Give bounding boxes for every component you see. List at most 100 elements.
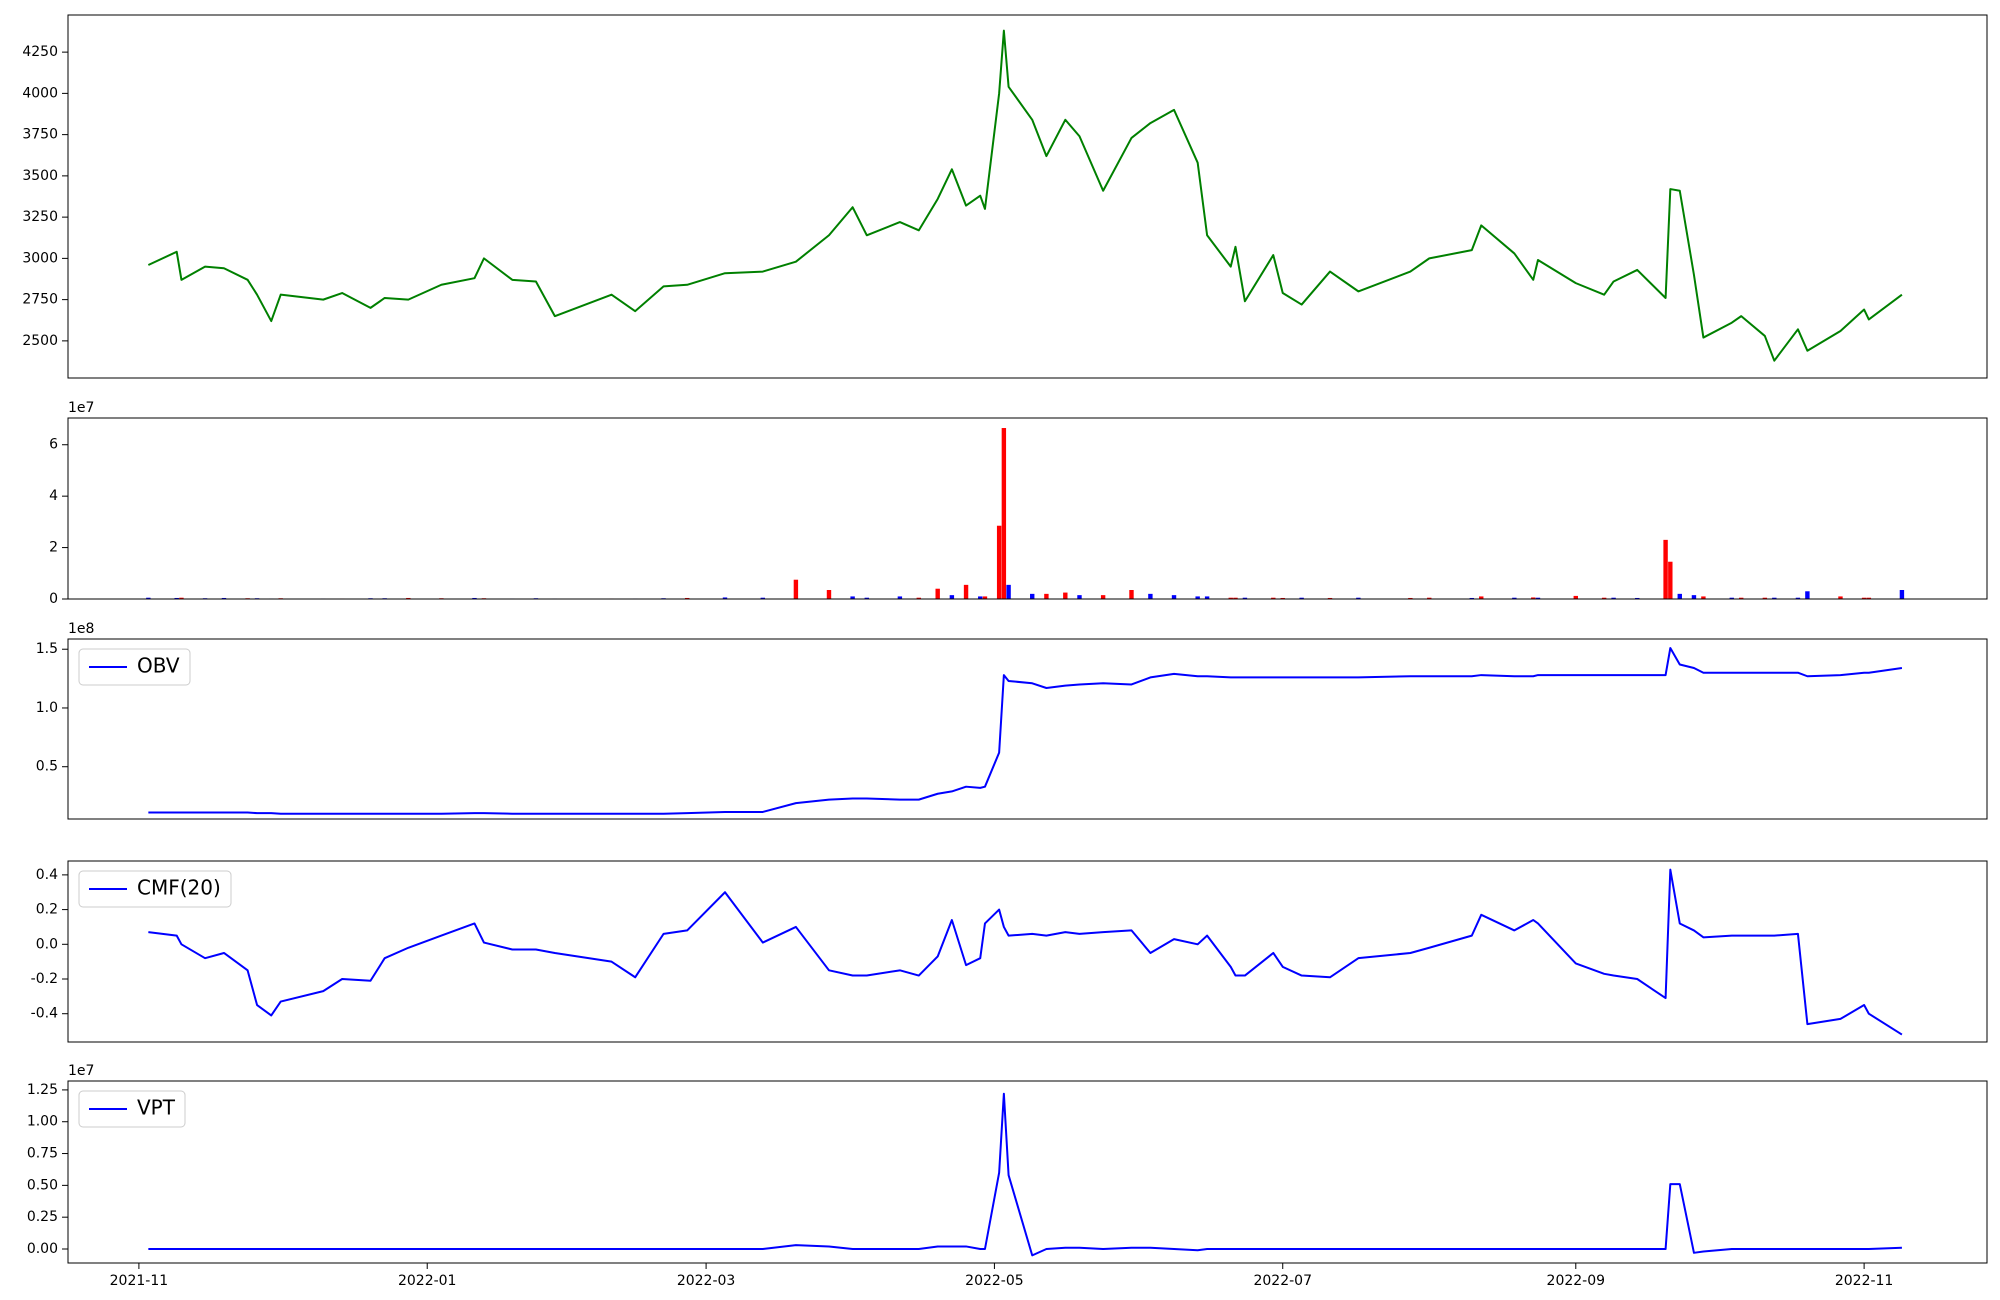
bar <box>949 595 955 599</box>
bar <box>916 597 921 599</box>
bar <box>1691 595 1697 599</box>
y-tick-label: 0.0 <box>36 936 58 952</box>
bar <box>1280 597 1285 599</box>
y-tick-label: -0.4 <box>31 1006 58 1022</box>
x-tick-label: 2022-11 <box>1835 1273 1894 1289</box>
legend-label: CMF(20) <box>137 876 221 900</box>
x-tick-label: 2022-01 <box>398 1273 457 1289</box>
y-tick-label: 3750 <box>22 127 58 143</box>
bar <box>1044 593 1049 599</box>
data-line <box>147 29 1903 362</box>
bar <box>1299 597 1304 599</box>
y-tick-label: 1.5 <box>36 641 58 657</box>
bar <box>982 596 988 599</box>
y-offset-label: 1e7 <box>68 400 94 416</box>
bar <box>1427 597 1432 599</box>
y-tick-label: 0.4 <box>36 867 58 883</box>
bar <box>1729 597 1734 599</box>
bar <box>1772 597 1777 599</box>
axes-frame <box>67 417 1988 600</box>
bar <box>1866 597 1872 599</box>
bar <box>1030 593 1035 599</box>
y-tick-label: 0.75 <box>27 1146 58 1162</box>
y-tick-label: 3250 <box>22 209 58 225</box>
bar <box>1195 596 1200 599</box>
bar <box>1573 595 1578 599</box>
y-tick-label: 0.5 <box>36 759 58 775</box>
bar <box>146 597 151 599</box>
bar <box>1535 597 1541 599</box>
y-tick-label: 0.25 <box>27 1209 58 1225</box>
bar <box>864 597 869 599</box>
axes-frame <box>67 638 1988 820</box>
bar <box>1129 590 1134 599</box>
bar <box>1795 597 1801 599</box>
bar <box>1512 597 1517 599</box>
bar <box>963 584 969 599</box>
x-tick-label: 2021-11 <box>110 1273 169 1289</box>
bar <box>1408 597 1413 599</box>
bar <box>1327 597 1333 599</box>
bar <box>1001 428 1007 599</box>
bar <box>1899 590 1905 599</box>
y-tick-label: 0 <box>49 591 58 607</box>
bar <box>1663 539 1668 599</box>
bar <box>1701 596 1706 599</box>
y-tick-label: 2 <box>49 540 58 556</box>
bar <box>897 596 903 599</box>
legend-label: VPT <box>137 1096 176 1120</box>
bar <box>1861 597 1867 599</box>
bar <box>760 597 766 599</box>
x-tick-label: 2022-03 <box>677 1273 736 1289</box>
bar <box>1148 593 1153 599</box>
y-tick-label: 1.25 <box>27 1082 58 1098</box>
axes-frame <box>67 1080 1988 1264</box>
y-tick-label: 2500 <box>22 333 58 349</box>
bar <box>1100 595 1106 599</box>
y-tick-label: 4000 <box>22 85 58 101</box>
bar <box>1469 597 1475 599</box>
data-line <box>148 1092 1902 1257</box>
axes-frame <box>67 14 1988 379</box>
bar <box>996 525 1002 599</box>
y-tick-label: -0.2 <box>31 971 58 987</box>
bar <box>1077 595 1082 599</box>
data-line <box>148 647 1903 815</box>
y-tick-label: 1.00 <box>27 1114 58 1130</box>
bar <box>684 597 690 599</box>
bar <box>1805 591 1810 599</box>
bar <box>1233 597 1238 599</box>
y-tick-label: 4 <box>49 488 58 504</box>
bar <box>406 597 411 599</box>
y-offset-label: 1e7 <box>68 1063 94 1079</box>
legend-label: OBV <box>137 654 180 678</box>
bar <box>1006 584 1011 599</box>
bar <box>1677 593 1682 599</box>
y-tick-label: 4250 <box>22 44 58 60</box>
bar <box>1762 597 1768 599</box>
bar <box>793 579 799 599</box>
bar <box>1063 592 1068 599</box>
bar <box>1611 597 1616 599</box>
bar <box>1242 597 1248 599</box>
bar <box>1356 597 1361 599</box>
bar <box>1228 597 1233 599</box>
bar <box>1479 596 1484 599</box>
legend-box <box>78 648 191 686</box>
bar <box>722 597 728 599</box>
x-tick-label: 2022-07 <box>1253 1273 1312 1289</box>
bar <box>1739 597 1744 599</box>
bar <box>472 597 477 599</box>
y-tick-label: 1.0 <box>36 700 58 716</box>
bar <box>1668 561 1673 599</box>
bar <box>179 597 184 599</box>
bar <box>1531 597 1536 599</box>
x-tick-label: 2022-05 <box>965 1273 1024 1289</box>
bar <box>174 597 179 599</box>
bar <box>935 588 940 599</box>
bar <box>1204 596 1210 599</box>
bar <box>978 596 983 599</box>
y-tick-label: 2750 <box>22 292 58 308</box>
y-tick-label: 6 <box>49 437 58 453</box>
